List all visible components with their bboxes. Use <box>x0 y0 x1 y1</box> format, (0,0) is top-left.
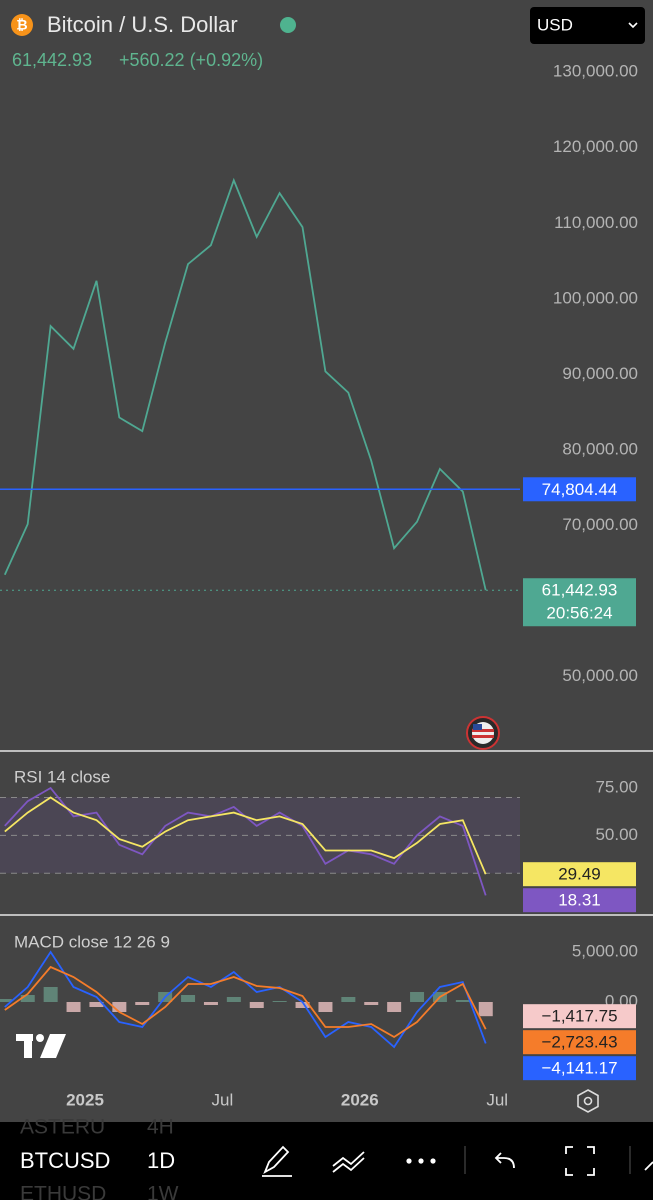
y-tick-label: 50.00 <box>595 825 638 844</box>
fullscreen-icon[interactable] <box>565 1146 595 1176</box>
tv-logo <box>16 1034 66 1058</box>
histogram-bar <box>387 1002 402 1012</box>
settings-icon-core <box>583 1096 593 1106</box>
histogram-bar <box>455 1000 470 1002</box>
symbol-option[interactable]: ASTERU <box>20 1116 105 1139</box>
market-status <box>280 17 296 33</box>
toolbar <box>0 1122 653 1200</box>
pane-2 <box>0 950 493 1049</box>
series-line <box>4 965 487 1039</box>
value-label: −4,141.17 <box>541 1059 617 1078</box>
value-badge <box>523 1004 636 1029</box>
value-label: −2,723.43 <box>541 1033 617 1052</box>
interval-option[interactable]: 1W <box>147 1183 179 1200</box>
currency-label: USD <box>537 15 573 34</box>
y-tick-label: 120,000.00 <box>553 137 638 156</box>
indicator-title: RSI 14 close <box>14 767 110 786</box>
x-tick-label: 2025 <box>66 1090 104 1109</box>
indicator-title: MACD close 12 26 9 <box>14 932 170 951</box>
interval-option[interactable]: 4H <box>147 1116 174 1139</box>
value-label: −1,417.75 <box>541 1007 617 1026</box>
histogram-bar <box>295 1002 310 1008</box>
value-badge <box>523 888 636 913</box>
y-tick-label: 5,000.00 <box>572 941 638 960</box>
interval-selected[interactable]: 1D <box>147 1148 175 1173</box>
pane-0 <box>0 177 520 591</box>
value-badge <box>523 1030 636 1055</box>
countdown: 20:56:24 <box>546 604 612 623</box>
y-tick-label: 110,000.00 <box>554 213 638 232</box>
value-badge <box>523 1056 636 1081</box>
histogram-bar <box>410 992 425 1002</box>
histogram-bar <box>272 1001 287 1002</box>
value-badge <box>523 862 636 887</box>
flag-icon[interactable] <box>466 716 500 750</box>
series-line <box>3 177 487 591</box>
x-tick-label: Jul <box>486 1090 508 1109</box>
btc-glyph: ₿ <box>16 17 27 33</box>
histogram-bar <box>43 987 58 1002</box>
y-tick-label: 90,000.00 <box>562 364 638 383</box>
histogram-bar <box>89 1002 104 1007</box>
more-icon[interactable] <box>406 1158 436 1164</box>
chart-background <box>0 0 653 1122</box>
histogram-bar <box>341 997 356 1002</box>
y-tick-label: 75.00 <box>595 777 638 796</box>
currency-select[interactable] <box>530 7 645 44</box>
x-tick-label: 2026 <box>341 1090 379 1109</box>
pattern-icon[interactable] <box>332 1151 365 1173</box>
histogram-bar <box>181 995 196 1002</box>
y-tick-label: 70,000.00 <box>562 515 638 534</box>
y-tick-label: 50,000.00 <box>562 666 638 685</box>
alert-label: 74,804.44 <box>542 480 618 499</box>
pane-1 <box>0 786 520 896</box>
symbol-selected[interactable]: BTCUSD <box>20 1148 110 1173</box>
histogram-bar <box>66 1002 81 1012</box>
btc-icon <box>11 14 33 36</box>
histogram-bar <box>364 1002 379 1005</box>
value-badge <box>523 578 636 627</box>
histogram-bar <box>203 1002 218 1005</box>
undo-icon[interactable] <box>494 1152 515 1169</box>
y-tick-label: 80,000.00 <box>562 440 638 459</box>
histogram-bar <box>112 1002 127 1012</box>
histogram-bar <box>20 995 35 1002</box>
settings-icon[interactable] <box>577 1089 599 1113</box>
x-tick-label: Jul <box>212 1090 234 1109</box>
histogram-bar <box>318 1002 333 1012</box>
symbol-title[interactable]: Bitcoin / U.S. Dollar <box>47 12 238 37</box>
draw-icon[interactable] <box>262 1145 292 1177</box>
value-label: 18.31 <box>558 891 601 910</box>
histogram-bar <box>478 1002 493 1017</box>
value-label: 29.49 <box>558 865 601 884</box>
histogram-bar <box>135 1002 150 1005</box>
alert-badge <box>523 477 636 502</box>
histogram-bar <box>0 999 12 1002</box>
value-label: 61,442.93 <box>542 581 618 600</box>
histogram-bar <box>226 997 241 1002</box>
last-price: 61,442.93 <box>12 50 92 70</box>
y-tick-label: 130,000.00 <box>553 62 638 81</box>
y-tick-label: 100,000.00 <box>553 288 638 307</box>
histogram-bar <box>249 1002 264 1008</box>
chevron <box>628 22 638 29</box>
price-change: +560.22 (+0.92%) <box>119 50 263 70</box>
series-line <box>4 796 487 875</box>
symbol-option[interactable]: ETHUSD <box>20 1183 106 1200</box>
partial-icon <box>644 1161 653 1171</box>
